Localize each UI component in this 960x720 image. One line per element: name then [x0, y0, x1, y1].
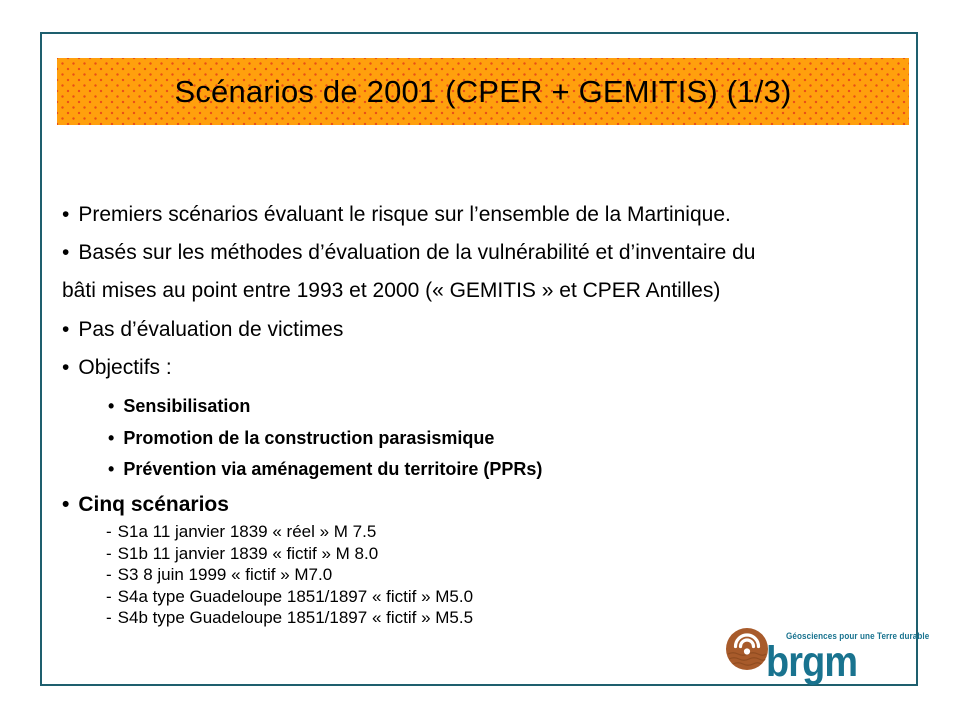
- bullet-bases-line2: bâti mises au point entre 1993 et 2000 (…: [62, 279, 720, 303]
- dash-marker: -: [106, 587, 112, 606]
- scenario-item: - S4b type Guadeloupe 1851/1897 « fictif …: [106, 608, 473, 628]
- bullet-objectifs-text: Objectifs :: [78, 356, 172, 379]
- objective-item: • Promotion de la construction parasismiq…: [108, 428, 494, 449]
- bullet-pas: • Pas d’évaluation de victimes: [62, 318, 343, 342]
- scenario-s1a: S1a 11 janvier 1839 « réel » M 7.5: [117, 522, 377, 541]
- objective-promotion: Promotion de la construction parasismiqu…: [123, 428, 495, 448]
- scenario-item: - S4a type Guadeloupe 1851/1897 « fictif …: [106, 587, 473, 607]
- brgm-logo-text: brgm: [766, 638, 858, 686]
- scenario-item: - S1a 11 janvier 1839 « réel » M 7.5: [106, 522, 376, 542]
- bullet-bases-line2-text: bâti mises au point entre 1993 et 2000 (…: [62, 279, 721, 302]
- scenario-s3: S3 8 juin 1999 « fictif » M7.0: [117, 565, 333, 584]
- bullet-marker: •: [108, 428, 115, 448]
- bullet-cinq-text: Cinq scénarios: [78, 493, 229, 516]
- scenario-item: - S1b 11 janvier 1839 « fictif » M 8.0: [106, 544, 378, 564]
- bullet-marker: •: [62, 493, 70, 516]
- slide-title-bar: Scénarios de 2001 (CPER + GEMITIS) (1/3): [57, 58, 909, 125]
- slide-title: Scénarios de 2001 (CPER + GEMITIS) (1/3): [174, 73, 792, 109]
- bullet-marker: •: [62, 241, 70, 264]
- scenario-item: - S3 8 juin 1999 « fictif » M7.0: [106, 565, 332, 585]
- bullet-marker: •: [62, 318, 70, 341]
- dash-marker: -: [106, 565, 112, 584]
- objective-sensibilisation: Sensibilisation: [123, 396, 251, 416]
- bullet-marker: •: [108, 396, 115, 416]
- objective-prevention: Prévention via aménagement du territoire…: [123, 459, 543, 479]
- bullet-bases-line1: • Basés sur les méthodes d’évaluation de …: [62, 241, 755, 265]
- brgm-globe-icon: [725, 627, 769, 671]
- bullet-objectifs: • Objectifs :: [62, 356, 172, 380]
- objective-item: • Prévention via aménagement du territoir…: [108, 459, 542, 480]
- bullet-pas-text: Pas d’évaluation de victimes: [78, 318, 344, 341]
- bullet-marker: •: [62, 356, 70, 379]
- bullet-cinq-scenarios: • Cinq scénarios: [62, 493, 229, 517]
- bullet-marker: •: [62, 203, 70, 226]
- slide-frame: [40, 32, 918, 686]
- bullet-premiers-text: Premiers scénarios évaluant le risque su…: [78, 203, 731, 226]
- brgm-tagline: Géosciences pour une Terre durable: [786, 631, 930, 641]
- bullet-bases-line1-text: Basés sur les méthodes d’évaluation de l…: [78, 241, 756, 264]
- dash-marker: -: [106, 522, 112, 541]
- bullet-premiers: • Premiers scénarios évaluant le risque s…: [62, 203, 731, 227]
- scenario-s4a: S4a type Guadeloupe 1851/1897 « fictif »…: [117, 587, 474, 606]
- scenario-s1b: S1b 11 janvier 1839 « fictif » M 8.0: [117, 544, 379, 563]
- objective-item: • Sensibilisation: [108, 396, 250, 417]
- bullet-marker: •: [108, 459, 115, 479]
- dash-marker: -: [106, 608, 112, 627]
- scenario-s4b: S4b type Guadeloupe 1851/1897 « fictif »…: [117, 608, 474, 627]
- dash-marker: -: [106, 544, 112, 563]
